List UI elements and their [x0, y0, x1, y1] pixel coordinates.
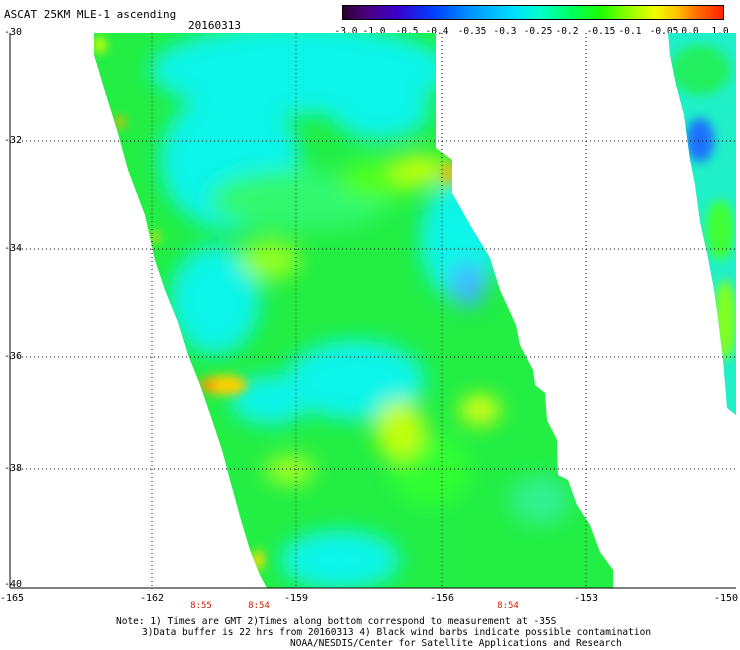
colorbar-label: 0.0	[681, 26, 699, 37]
lon-label: -150	[713, 593, 739, 604]
lat-label: -38	[4, 462, 23, 474]
colorbar-label: 1.0	[711, 26, 729, 37]
color-scale-bar	[342, 5, 724, 20]
colorbar-label: -0.1	[618, 26, 642, 37]
lat-label: -40	[4, 578, 23, 590]
graticule	[10, 33, 736, 588]
colorbar-label: -0.25	[523, 26, 553, 37]
colorbar-label: -0.35	[457, 26, 487, 37]
colorbar-label: -1.0	[362, 26, 386, 37]
time-label: 8:54	[497, 601, 519, 611]
colorbar-label: -0.05	[649, 26, 679, 37]
colorbar-label: -3.0	[334, 26, 358, 37]
colorbar-label: -0.4	[425, 26, 449, 37]
note-line-3: NOAA/NESDIS/Center for Satellite Applica…	[290, 638, 622, 649]
lat-label: -36	[4, 350, 23, 362]
swath-main	[94, 33, 613, 588]
lon-label: -165	[0, 593, 25, 604]
colorbar-label: -0.3	[493, 26, 517, 37]
lon-label: -159	[283, 593, 309, 604]
lon-label: -153	[573, 593, 599, 604]
colorbar-label: -0.2	[555, 26, 579, 37]
lat-label: -32	[4, 134, 23, 146]
colorbar-label: -0.15	[586, 26, 616, 37]
note-line-1: Note: 1) Times are GMT 2)Times along bot…	[116, 616, 557, 627]
note-line-2: 3)Data buffer is 22 hrs from 20160313 4)…	[142, 627, 652, 638]
time-label: 8:54	[248, 601, 270, 611]
lon-label: -162	[139, 593, 165, 604]
time-label: 8:55	[190, 601, 212, 611]
lon-label: -156	[429, 593, 455, 604]
map-frame	[9, 33, 736, 589]
swath-secondary	[668, 33, 736, 415]
product-date: 20160313	[188, 19, 241, 32]
product-title: ASCAT 25KM MLE-1 ascending	[4, 8, 177, 21]
colorbar-label: -0.5	[395, 26, 419, 37]
lat-label: -34	[4, 242, 23, 254]
lat-label: -30	[4, 26, 23, 38]
